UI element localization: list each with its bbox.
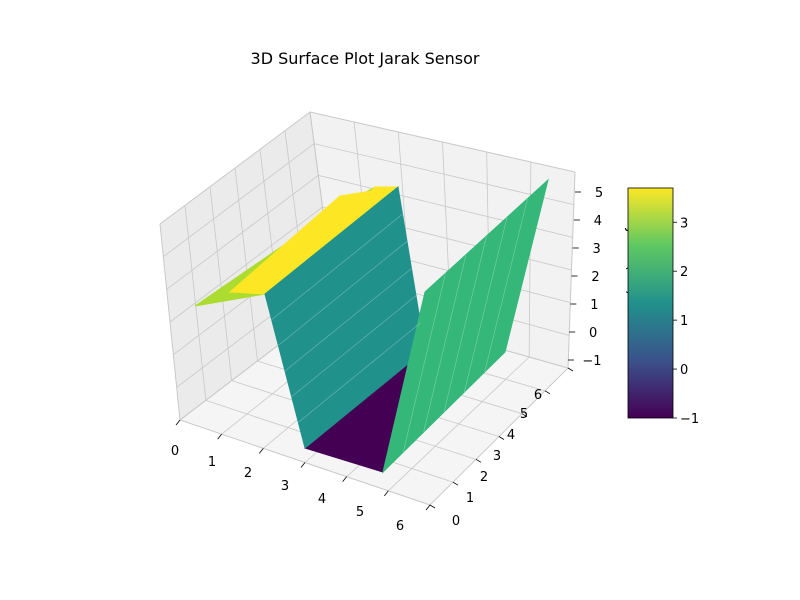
z-tick-label: 4	[594, 214, 602, 229]
x-axis: 0 1 2 3 4 5 6	[171, 419, 431, 534]
mesh-line	[484, 198, 528, 373]
y-tick	[521, 413, 528, 418]
x-tick	[384, 490, 389, 497]
colorbar-ticks: −1 0 1 2 3	[673, 216, 699, 427]
mesh-line	[403, 273, 446, 453]
x-tick	[259, 448, 264, 454]
colorbar-tick-label: −1	[680, 412, 699, 427]
y-tick	[452, 481, 459, 486]
y-tick	[429, 504, 436, 509]
grid-line	[163, 143, 574, 257]
colorbar-tick-label: 0	[680, 363, 688, 378]
y-tick-label: 5	[520, 407, 528, 422]
z-axis: −1 0 1 2 3 4 5	[568, 186, 603, 369]
surface-mesh	[271, 198, 528, 453]
x-tick	[425, 504, 431, 511]
z-tick-label: 2	[591, 270, 599, 285]
y-tick	[544, 390, 551, 395]
y-tick	[475, 458, 482, 463]
z-tick-label: −1	[582, 354, 601, 369]
mesh-line	[291, 295, 417, 397]
mesh-line	[443, 235, 487, 413]
mesh-line	[284, 268, 412, 372]
mesh-line	[271, 213, 403, 320]
x-tick-label: 6	[396, 519, 404, 534]
x-tick-label: 1	[208, 455, 216, 470]
x-tick	[300, 462, 306, 468]
y-tick-label: 4	[507, 428, 515, 443]
x-tick-label: 5	[356, 505, 364, 520]
z-tick-label: 1	[590, 298, 598, 313]
y-tick-label: 6	[534, 388, 542, 403]
x-tick	[217, 433, 222, 440]
grid-line	[166, 174, 573, 290]
axes-3d	[159, 111, 576, 506]
y-tick-label: 1	[466, 491, 474, 506]
mesh-line	[464, 217, 508, 393]
colorbar: −1 0 1 2 3	[627, 187, 699, 427]
z-tick-label: 3	[593, 242, 601, 257]
x-tick-label: 2	[244, 466, 252, 481]
x-tick-label: 4	[318, 492, 326, 507]
mesh-line	[278, 241, 408, 346]
colorbar-tick-label: 3	[680, 216, 688, 231]
surface-green-rise	[382, 178, 549, 474]
colorbar-tick-label: 2	[680, 265, 688, 280]
y-tick-label: 3	[493, 449, 501, 464]
y-tick-label: 2	[480, 470, 488, 485]
y-tick	[498, 436, 505, 440]
x-tick-label: 0	[171, 444, 179, 459]
surface	[194, 178, 549, 474]
mesh-line	[423, 254, 467, 433]
y-tick	[567, 367, 574, 372]
x-tick-label: 3	[281, 479, 289, 494]
x-tick	[175, 419, 181, 426]
chart-title: 3D Surface Plot Jarak Sensor	[251, 49, 480, 68]
z-tick-label: 0	[589, 326, 597, 341]
z-tick-label: 5	[595, 186, 603, 201]
x-tick	[342, 476, 347, 482]
colorbar-tick-label: 1	[680, 314, 688, 329]
colorbar-gradient	[627, 187, 674, 419]
grid-line	[159, 111, 576, 225]
y-tick-label: 0	[452, 514, 460, 529]
mesh-line	[298, 322, 421, 423]
